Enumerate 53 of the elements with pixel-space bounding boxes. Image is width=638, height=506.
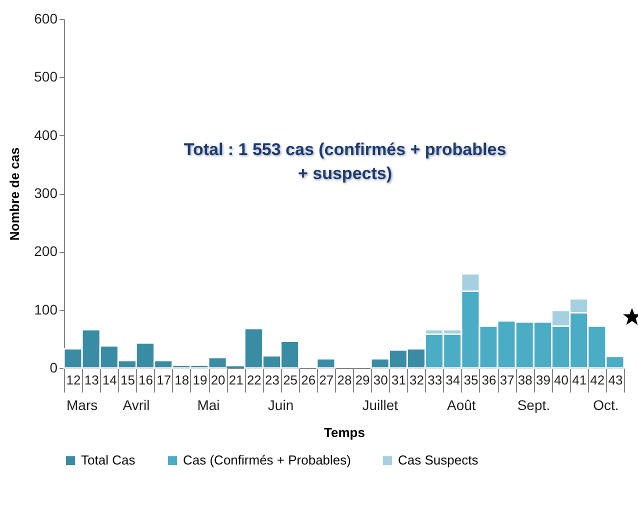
x-tick-label: 29 — [355, 372, 370, 388]
x-tick-label: 36 — [482, 372, 496, 388]
x-axis-title: Temps — [324, 425, 365, 440]
text: Avril — [122, 397, 150, 413]
y-axis-title: Nombre de cas — [7, 147, 22, 241]
x-tick-label: 23 — [265, 372, 280, 388]
x-tick-label: 28 — [337, 372, 352, 388]
y-tick-label: 300 — [34, 185, 58, 201]
y-tick-label: 600 — [34, 10, 58, 26]
x-tick-label: 30 — [373, 372, 388, 388]
x-tick-label: 32 — [410, 372, 424, 388]
annotation: Total : 1 553 cas (confirmés + probables + suspects) — [182, 139, 508, 185]
legend-label: Cas (Confirmés + Probables) — [183, 452, 351, 468]
x-tick-label: 21 — [228, 372, 244, 388]
x-tick-label: 16 — [138, 372, 154, 388]
y-tick-label: 200 — [34, 243, 58, 260]
x-tick-label: 35 — [464, 372, 478, 388]
text: Juillet — [362, 397, 398, 413]
bar — [316, 358, 336, 369]
x-tick-label: 27 — [319, 372, 334, 388]
x-tick-label: 43 — [608, 372, 623, 388]
x-tick-label: 41 — [572, 372, 587, 388]
text: Août — [447, 397, 476, 413]
x-tick-label: 42 — [590, 372, 605, 388]
x-tick-label: 15 — [120, 372, 135, 388]
text: Oct. — [593, 397, 619, 413]
x-tick-label: 18 — [174, 372, 190, 388]
x-tick-label: 19 — [192, 372, 208, 388]
x-tick-label: 22 — [246, 372, 262, 388]
x-tick-label: 25 — [283, 372, 298, 388]
text: Mars — [66, 397, 98, 413]
x-tick-label: 39 — [536, 372, 550, 388]
x-tick-label: 37 — [500, 372, 514, 388]
text: Juin — [268, 397, 294, 413]
y-tick-label: 500 — [34, 68, 58, 85]
legend-label: Cas Suspects — [398, 452, 479, 468]
y-tick-label: 100 — [34, 301, 58, 318]
legend-label: Total Cas — [81, 452, 136, 468]
text: Mai — [197, 397, 220, 413]
y-tick-label: 0 — [50, 360, 58, 376]
x-tick-label: 40 — [554, 372, 569, 388]
x-tick-label: 14 — [102, 372, 117, 388]
x-tick-label: 33 — [428, 372, 442, 388]
text: Sept. — [517, 397, 550, 413]
x-tick-label: 12 — [66, 372, 81, 388]
x-tick-label: 17 — [156, 372, 172, 388]
x-tick-label: 20 — [210, 372, 226, 388]
x-tick-label: 13 — [84, 372, 99, 388]
x-tick-label: 31 — [391, 372, 406, 388]
y-tick-label: 400 — [34, 126, 58, 143]
x-tick-label: 26 — [301, 372, 316, 388]
x-tick-label: 38 — [518, 372, 532, 388]
x-tick-label: 34 — [446, 372, 460, 388]
